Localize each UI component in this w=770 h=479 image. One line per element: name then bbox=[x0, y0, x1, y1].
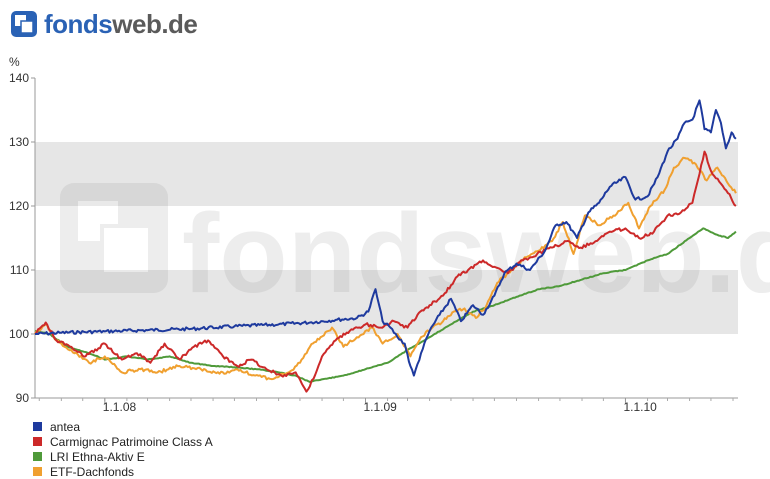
y-tick-label: 110 bbox=[10, 263, 29, 277]
legend: antea Carmignac Patrimoine Class A LRI Eth… bbox=[33, 419, 213, 479]
series-line bbox=[34, 156, 737, 381]
logo-text-prefix: fonds bbox=[44, 8, 113, 39]
series-lines bbox=[34, 99, 737, 393]
legend-label: Carmignac Patrimoine Class A bbox=[50, 434, 213, 449]
watermark-text: fondsweb.de bbox=[182, 191, 770, 316]
logo-text-suffix: web.de bbox=[112, 8, 198, 39]
x-tick-label: 1.1.08 bbox=[103, 400, 137, 414]
legend-swatch bbox=[33, 467, 42, 476]
legend-item: ETF-Dachfonds bbox=[33, 464, 213, 479]
legend-label: ETF-Dachfonds bbox=[50, 464, 135, 479]
legend-item: Carmignac Patrimoine Class A bbox=[33, 434, 213, 449]
grid-band bbox=[35, 142, 738, 206]
y-tick-label: 120 bbox=[9, 199, 29, 213]
legend-item: LRI Ethna-Aktiv E bbox=[33, 449, 213, 464]
legend-swatch bbox=[33, 437, 42, 446]
grid-band bbox=[35, 334, 738, 398]
y-tick-label: 140 bbox=[9, 71, 29, 85]
grid-bands bbox=[35, 78, 738, 398]
watermark: fondsweb.de bbox=[60, 183, 770, 316]
grid-band bbox=[35, 78, 738, 142]
brand-logo[interactable]: fondsweb.de bbox=[10, 6, 198, 42]
legend-swatch bbox=[33, 422, 42, 431]
logo-text: fondsweb.de bbox=[44, 8, 198, 40]
logo-icon bbox=[11, 11, 37, 37]
legend-swatch bbox=[33, 452, 42, 461]
legend-item: antea bbox=[33, 419, 213, 434]
y-tick-label: 100 bbox=[9, 327, 29, 341]
y-axis-unit: % bbox=[9, 55, 20, 69]
series-line bbox=[34, 99, 737, 377]
legend-label: LRI Ethna-Aktiv E bbox=[50, 449, 145, 464]
grid-band bbox=[35, 206, 738, 270]
y-tick-label: 130 bbox=[9, 135, 29, 149]
x-tick-label: 1.1.09 bbox=[363, 400, 397, 414]
x-tick-label: 1.1.10 bbox=[623, 400, 657, 414]
legend-label: antea bbox=[50, 419, 81, 434]
y-tick-label: 90 bbox=[16, 391, 30, 405]
axes: 90 100 110 120 130 140 1.1.08 1.1.09 1.1.10 bbox=[9, 71, 738, 414]
series-line bbox=[34, 227, 737, 383]
series-line bbox=[34, 150, 737, 393]
